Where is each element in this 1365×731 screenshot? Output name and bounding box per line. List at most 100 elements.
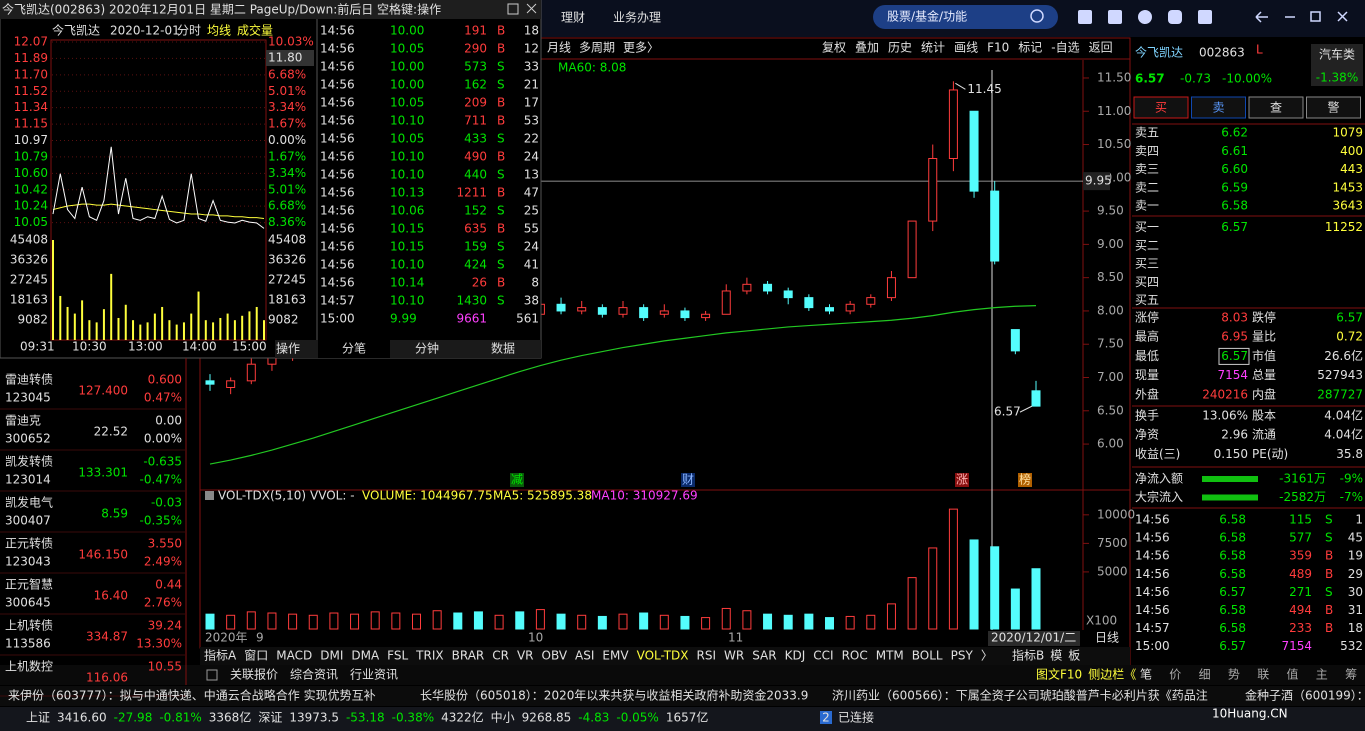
- popup-tab[interactable]: 分笔: [342, 341, 366, 356]
- indicator-tab[interactable]: PSY: [951, 649, 974, 663]
- quote-tab[interactable]: 主: [1316, 668, 1328, 682]
- news-item[interactable]: 济川药业（600566）：下属全资子公司琥珀酸普芦卡必利片获《药品注: [832, 688, 1208, 703]
- indicator-tab[interactable]: 指标A: [204, 648, 237, 663]
- search-box[interactable]: [873, 5, 1058, 29]
- side-tab[interactable]: 侧边栏《: [1088, 667, 1136, 682]
- quote-tab[interactable]: 值: [1286, 667, 1298, 682]
- button-label[interactable]: 买: [1155, 101, 1167, 115]
- indicator-tab[interactable]: TRIX: [415, 649, 443, 663]
- trade-button[interactable]: [1248, 96, 1304, 119]
- popup-tab[interactable]: 操作: [276, 341, 300, 356]
- indicator-tab[interactable]: ASI: [575, 649, 594, 663]
- info-tab[interactable]: 综合资讯: [290, 667, 338, 682]
- event-marker[interactable]: [510, 473, 524, 487]
- side-tab[interactable]: 图文F10: [1036, 667, 1082, 682]
- indicator-tab[interactable]: ROC: [842, 649, 868, 663]
- toolbar-item[interactable]: 标记: [1018, 41, 1042, 55]
- indicator-tab[interactable]: MTM: [876, 649, 904, 663]
- event-label[interactable]: 减: [511, 473, 523, 487]
- icon[interactable]: [1108, 10, 1122, 24]
- indicator-tab[interactable]: CCI: [813, 649, 833, 663]
- indicator-tab[interactable]: KDJ: [785, 649, 806, 663]
- menu-item[interactable]: 业务办理: [613, 10, 661, 25]
- trade-button[interactable]: [1191, 96, 1246, 119]
- toolbar-item[interactable]: 多周期: [579, 41, 615, 55]
- popup-close[interactable]: [526, 3, 537, 14]
- search-placeholder[interactable]: 股票/基金/功能: [887, 9, 967, 24]
- toolbar-item[interactable]: 叠加: [855, 41, 879, 55]
- icon[interactable]: [1168, 10, 1182, 24]
- quote-tab[interactable]: 价: [1169, 668, 1181, 682]
- search-icon[interactable]: [1030, 9, 1044, 23]
- back-button[interactable]: [1255, 11, 1268, 23]
- indicator-tab[interactable]: 板: [1068, 649, 1080, 663]
- indicator-tab[interactable]: DMI: [320, 649, 343, 663]
- event-label[interactable]: 涨: [956, 472, 968, 487]
- info-tab[interactable]: 行业资讯: [350, 668, 398, 682]
- event-marker[interactable]: [681, 473, 695, 487]
- toggle[interactable]: [206, 669, 218, 681]
- indicator-tab[interactable]: SAR: [752, 649, 776, 663]
- indicator-tab[interactable]: 模: [1050, 649, 1062, 663]
- toolbar-item[interactable]: 返回: [1089, 41, 1113, 55]
- indicator-tab[interactable]: RSI: [697, 649, 717, 663]
- toolbar-item[interactable]: 月线: [547, 41, 571, 55]
- pane-toggle[interactable]: [205, 491, 214, 500]
- news-item[interactable]: 长华股份（605018）：2020年以来共获与收益相关政府补助资金2033.9: [420, 688, 808, 703]
- news-item[interactable]: 来伊份（603777）：拟与中通快递、中通云合战略合作 实现优势互补: [8, 688, 376, 703]
- stock-name[interactable]: 雷迪克: [5, 414, 41, 428]
- toolbar-item[interactable]: F10: [987, 41, 1009, 55]
- event-label[interactable]: 榜: [1019, 472, 1031, 487]
- event-label[interactable]: 财: [682, 473, 694, 487]
- stock-name[interactable]: 凯发电气: [5, 495, 53, 510]
- toolbar-item[interactable]: -自选: [1051, 41, 1079, 55]
- news-item[interactable]: 金种子酒（600199）：: [1245, 688, 1365, 703]
- stock-name[interactable]: 上机数控: [5, 659, 53, 674]
- indicator-tab[interactable]: EMV: [602, 649, 629, 663]
- indicator-tab[interactable]: 窗口: [244, 649, 268, 663]
- icon[interactable]: [1138, 10, 1152, 24]
- quote-tab[interactable]: 笔: [1140, 667, 1152, 682]
- button-label[interactable]: 查: [1270, 101, 1282, 115]
- event-marker[interactable]: [1018, 473, 1032, 487]
- indicator-tab[interactable]: 指标B: [1012, 648, 1044, 663]
- button-label[interactable]: 警: [1327, 100, 1339, 115]
- popup-tab[interactable]: 数据: [491, 341, 515, 356]
- stock-name[interactable]: 凯发转债: [5, 454, 53, 469]
- popup-restore[interactable]: [507, 3, 519, 15]
- indicator-tab[interactable]: CR: [492, 649, 509, 663]
- indicator-tab[interactable]: OBV: [542, 649, 568, 663]
- stock-name[interactable]: 雷迪转债: [5, 372, 53, 387]
- indicator-tab[interactable]: VR: [517, 649, 534, 663]
- toolbar-item[interactable]: 画线: [954, 41, 978, 55]
- trade-button[interactable]: [1133, 96, 1189, 119]
- indicator-tab[interactable]: BOLL: [912, 649, 943, 663]
- menu-item[interactable]: 理财: [561, 11, 585, 25]
- close-button[interactable]: [1337, 11, 1348, 22]
- button-label[interactable]: 卖: [1212, 101, 1224, 115]
- trade-button[interactable]: [1306, 96, 1361, 119]
- maximize-button[interactable]: [1310, 11, 1321, 22]
- info-tab[interactable]: 关联报价: [230, 667, 278, 682]
- stock-name[interactable]: 上机转债: [5, 618, 53, 633]
- toolbar-item[interactable]: 复权: [822, 41, 846, 55]
- indicator-tab[interactable]: MACD: [276, 649, 312, 663]
- indicator-tab[interactable]: BRAR: [452, 649, 485, 663]
- quote-tab[interactable]: 势: [1228, 668, 1240, 682]
- event-marker[interactable]: [955, 473, 969, 487]
- icon[interactable]: [1078, 10, 1092, 24]
- quote-tab[interactable]: 筹: [1345, 668, 1357, 682]
- quote-tab[interactable]: 细: [1199, 668, 1211, 682]
- toolbar-item[interactable]: 统计: [921, 41, 945, 55]
- sector-name[interactable]: 汽车类: [1319, 47, 1355, 62]
- indicator-tab[interactable]: DMA: [351, 649, 380, 663]
- indicator-tab[interactable]: 〉: [981, 649, 993, 663]
- stock-name[interactable]: 正元智慧: [5, 577, 53, 592]
- indicator-tab[interactable]: FSL: [387, 649, 408, 663]
- toolbar-item[interactable]: 更多〉: [623, 41, 659, 55]
- quote-tab[interactable]: 联: [1257, 668, 1269, 682]
- period-label[interactable]: 日线: [1095, 631, 1119, 645]
- icon[interactable]: [1198, 10, 1212, 24]
- indicator-tab[interactable]: VOL-TDX: [637, 649, 689, 663]
- popup-tab[interactable]: 分钟: [415, 341, 439, 356]
